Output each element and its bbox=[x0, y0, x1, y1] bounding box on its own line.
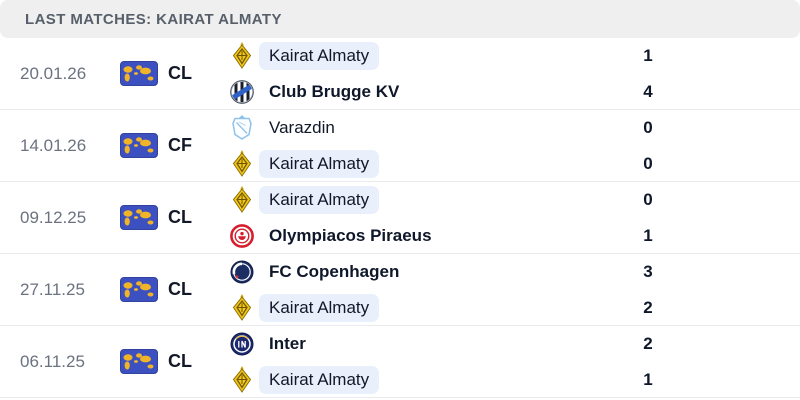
match-date: 14.01.26 bbox=[20, 135, 87, 155]
match-date: 27.11.25 bbox=[20, 279, 85, 299]
world-flag-icon bbox=[120, 61, 158, 86]
team-name: Varazdin bbox=[269, 117, 335, 137]
match-date: 06.11.25 bbox=[20, 351, 85, 371]
team-score: 4 bbox=[643, 81, 653, 101]
competition-code: CL bbox=[168, 279, 192, 299]
team-name: Kairat Almaty bbox=[259, 41, 380, 70]
team-score: 0 bbox=[643, 117, 653, 137]
team-name: Kairat Almaty bbox=[259, 293, 380, 322]
away-team-line: Kairat Almaty 1 bbox=[228, 362, 800, 398]
competition: CL bbox=[120, 277, 228, 302]
widget-title: LAST MATCHES: KAIRAT ALMATY bbox=[25, 10, 282, 28]
away-team-line: Kairat Almaty 2 bbox=[228, 290, 800, 326]
home-team-line: Kairat Almaty 1 bbox=[228, 38, 800, 74]
team-score: 1 bbox=[643, 225, 653, 245]
competition: CL bbox=[120, 349, 228, 374]
team-score: 0 bbox=[643, 153, 653, 173]
home-team-line: FC Copenhagen 3 bbox=[228, 254, 800, 290]
team-name: FC Copenhagen bbox=[269, 261, 400, 281]
away-team-line: Kairat Almaty 0 bbox=[228, 146, 800, 182]
team-score: 0 bbox=[643, 189, 653, 209]
kairat-almaty-logo-icon bbox=[228, 149, 256, 178]
team-name: Inter bbox=[269, 333, 306, 353]
varazdin-logo-icon bbox=[228, 114, 256, 141]
team-name: Kairat Almaty bbox=[259, 149, 380, 178]
competition-code: CL bbox=[168, 351, 192, 371]
competition-code: CL bbox=[168, 207, 192, 227]
team-name: Olympiacos Piraeus bbox=[269, 225, 432, 245]
teams: Kairat Almaty 1 Club Brugge KV 4 bbox=[228, 38, 800, 110]
world-flag-icon bbox=[120, 277, 158, 302]
world-flag-icon bbox=[120, 133, 158, 158]
match-row[interactable]: 27.11.25 CL FC Copenhagen 3 Kairat Almat… bbox=[0, 254, 800, 326]
match-row[interactable]: 14.01.26 CF Varazdin 0 Kairat Almaty 0 bbox=[0, 110, 800, 182]
match-row[interactable]: 09.12.25 CL Kairat Almaty 0 Olympiacos P… bbox=[0, 182, 800, 254]
world-flag-icon bbox=[120, 205, 158, 230]
team-score: 3 bbox=[643, 261, 653, 281]
club-brugge-logo-icon bbox=[228, 79, 256, 105]
match-date: 20.01.26 bbox=[20, 63, 87, 83]
world-flag-icon bbox=[120, 349, 158, 374]
teams: Inter 2 Kairat Almaty 1 bbox=[228, 326, 800, 398]
away-team-line: Club Brugge KV 4 bbox=[228, 74, 800, 110]
team-score: 2 bbox=[643, 333, 653, 353]
match-list: 20.01.26 CL Kairat Almaty 1 Club Brugge … bbox=[0, 38, 800, 398]
fc-copenhagen-logo-icon bbox=[228, 259, 256, 285]
competition: CF bbox=[120, 133, 228, 158]
match-row[interactable]: 20.01.26 CL Kairat Almaty 1 Club Brugge … bbox=[0, 38, 800, 110]
away-team-line: Olympiacos Piraeus 1 bbox=[228, 218, 800, 254]
home-team-line: Kairat Almaty 0 bbox=[228, 182, 800, 218]
home-team-line: Inter 2 bbox=[228, 326, 800, 362]
olympiacos-logo-icon bbox=[228, 223, 256, 249]
inter-logo-icon bbox=[228, 331, 256, 357]
team-name: Club Brugge KV bbox=[269, 81, 400, 101]
team-score: 1 bbox=[643, 45, 653, 65]
competition-code: CF bbox=[168, 135, 192, 155]
team-score: 1 bbox=[643, 369, 653, 389]
teams: FC Copenhagen 3 Kairat Almaty 2 bbox=[228, 254, 800, 326]
match-row[interactable]: 06.11.25 CL Inter 2 Kairat Almaty 1 bbox=[0, 326, 800, 398]
team-name: Kairat Almaty bbox=[259, 185, 380, 214]
kairat-almaty-logo-icon bbox=[228, 185, 256, 214]
kairat-almaty-logo-icon bbox=[228, 365, 256, 394]
widget-header: LAST MATCHES: KAIRAT ALMATY bbox=[0, 0, 800, 38]
teams: Varazdin 0 Kairat Almaty 0 bbox=[228, 110, 800, 182]
team-name: Kairat Almaty bbox=[259, 365, 380, 394]
competition-code: CL bbox=[168, 63, 192, 83]
competition: CL bbox=[120, 61, 228, 86]
kairat-almaty-logo-icon bbox=[228, 293, 256, 322]
match-date: 09.12.25 bbox=[20, 207, 87, 227]
team-score: 2 bbox=[643, 297, 653, 317]
teams: Kairat Almaty 0 Olympiacos Piraeus 1 bbox=[228, 182, 800, 254]
kairat-almaty-logo-icon bbox=[228, 41, 256, 70]
home-team-line: Varazdin 0 bbox=[228, 110, 800, 146]
competition: CL bbox=[120, 205, 228, 230]
